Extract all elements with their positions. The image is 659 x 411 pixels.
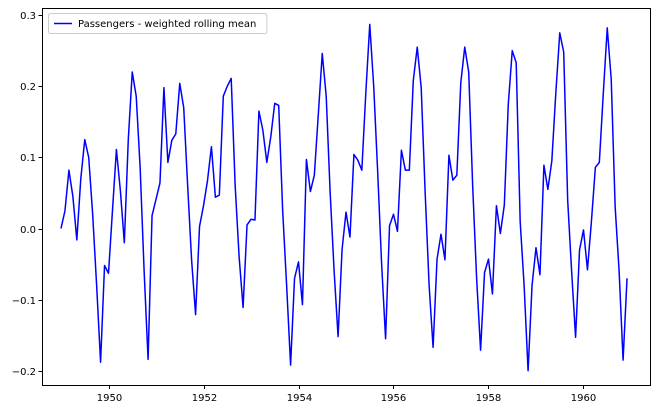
legend-box bbox=[48, 13, 268, 34]
x-axis: 1950 1952 1954 1956 1958 1960 bbox=[97, 385, 596, 404]
x-tick-label-1960: 1960 bbox=[571, 393, 596, 404]
legend-series-label: Passengers - weighted rolling mean bbox=[78, 19, 256, 30]
x-tick-label-1958: 1958 bbox=[476, 393, 501, 404]
series-line-0 bbox=[60, 23, 628, 372]
x-tick-label-1950: 1950 bbox=[97, 393, 122, 404]
y-tick-label-2: 0.0 bbox=[20, 225, 36, 236]
y-tick-label-3: 0.1 bbox=[20, 153, 36, 164]
y-tick-label-0: −0.2 bbox=[12, 367, 36, 378]
x-tick-label-1954: 1954 bbox=[287, 393, 312, 404]
y-tick-label-1: −0.1 bbox=[12, 296, 36, 307]
legend: Passengers - weighted rolling mean bbox=[48, 13, 268, 34]
y-tick-label-5: 0.3 bbox=[20, 11, 36, 22]
series-layer bbox=[60, 23, 628, 372]
x-tick-label-1956: 1956 bbox=[381, 393, 406, 404]
y-axis: −0.2 −0.1 0.0 0.1 0.2 0.3 bbox=[12, 11, 43, 378]
x-tick-label-1952: 1952 bbox=[192, 393, 217, 404]
plot-area-frame bbox=[42, 8, 651, 386]
y-tick-label-4: 0.2 bbox=[20, 82, 36, 93]
